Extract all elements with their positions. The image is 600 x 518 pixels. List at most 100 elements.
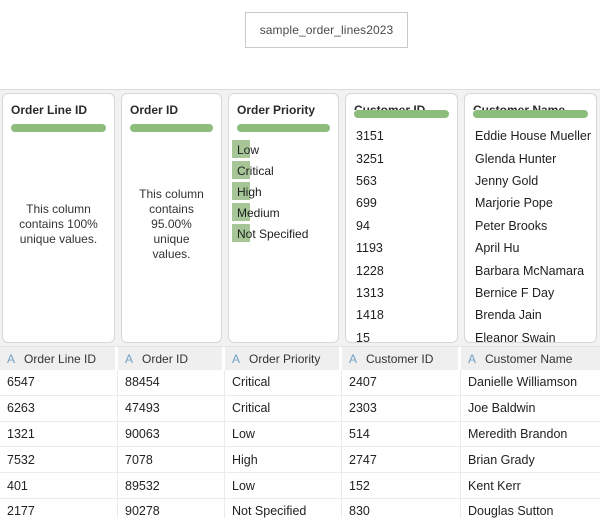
profile-value-item[interactable]: April Hu xyxy=(465,237,596,259)
profile-value-item[interactable]: Barbara McNamara xyxy=(465,259,596,281)
profile-value-label: Barbara McNamara xyxy=(475,263,585,278)
profile-value-item[interactable]: High xyxy=(229,181,338,202)
table-cell[interactable]: 90063 xyxy=(118,421,225,447)
profile-value-label: April Hu xyxy=(475,241,520,256)
table-cell[interactable]: 2303 xyxy=(342,395,461,421)
table-cell[interactable]: Not Specified xyxy=(225,498,342,518)
profile-value-item[interactable]: 1193 xyxy=(346,237,457,259)
table-row: 6263 47493 Critical 2303 Joe Baldwin xyxy=(0,395,600,422)
table-cell[interactable]: 1321 xyxy=(0,421,118,447)
table-cell[interactable]: 7532 xyxy=(0,447,118,473)
grid-column-header-customer-id[interactable]: A Customer ID xyxy=(342,347,461,370)
table-cell[interactable]: Joe Baldwin xyxy=(468,401,536,416)
table-cell[interactable]: Danielle Williamson xyxy=(468,375,578,390)
profile-value-item[interactable]: Not Specified xyxy=(229,223,338,244)
table-cell[interactable]: Douglas Sutton xyxy=(468,504,554,518)
table-cell[interactable]: 401 xyxy=(0,473,118,498)
profile-value-item[interactable]: Bernice F Day xyxy=(465,282,596,304)
table-row: 2177 90278 Not Specified 830 Douglas Sutton xyxy=(0,498,600,518)
profile-card-order-id[interactable]: Order ID This column contains 95.00% uniq… xyxy=(121,93,222,343)
profile-value-item[interactable]: Glenda Hunter xyxy=(465,147,596,169)
profile-card-order-priority[interactable]: Order Priority Low Critical High Medium Not S… xyxy=(228,93,339,343)
profile-value-item[interactable]: Peter Brooks xyxy=(465,215,596,237)
profile-value-item[interactable]: 3251 xyxy=(346,147,457,169)
table-cell[interactable]: 2747 xyxy=(342,447,461,473)
profile-value-label: 94 xyxy=(356,218,370,233)
profile-value-label: Medium xyxy=(237,205,280,220)
string-type-icon: A xyxy=(7,351,16,366)
distribution-summary-bar xyxy=(11,124,106,132)
profile-pane: Order Line ID This column contains 100% u… xyxy=(0,89,600,346)
profile-value-list: Low Critical High Medium Not Specified xyxy=(229,139,338,244)
profile-card-customer-id[interactable]: Customer ID 3151 3251 563 699 94 1193 1228 1313 1… xyxy=(345,93,458,343)
profile-value-label: Eleanor Swain xyxy=(475,330,556,343)
table-cell[interactable]: Low xyxy=(225,421,342,447)
distribution-summary-bar xyxy=(354,110,449,118)
table-cell[interactable]: 830 xyxy=(342,498,461,518)
flow-area: sample_order_lines2023 xyxy=(0,0,600,89)
dataset-node[interactable]: sample_order_lines2023 xyxy=(245,12,408,48)
profile-value-item[interactable]: Eleanor Swain xyxy=(465,327,596,343)
table-cell[interactable]: Critical xyxy=(225,370,342,395)
table-cell[interactable]: Brian Grady xyxy=(468,452,535,467)
table-cell[interactable]: 2177 xyxy=(0,498,118,518)
table-cell[interactable]: 514 xyxy=(342,421,461,447)
table-cell[interactable]: 88454 xyxy=(118,370,225,395)
profile-card-customer-name[interactable]: Customer Name Eddie House Mueller Glenda H… xyxy=(464,93,597,343)
table-cell[interactable]: Critical xyxy=(225,395,342,421)
profile-value-item[interactable]: 563 xyxy=(346,170,457,192)
profile-card-order-line-id[interactable]: Order Line ID This column contains 100% u… xyxy=(2,93,115,343)
distribution-summary-bar xyxy=(237,124,330,132)
profile-card-title: Customer ID xyxy=(354,103,426,110)
profile-value-item[interactable]: Critical xyxy=(229,160,338,181)
table-cell[interactable]: Low xyxy=(225,473,342,498)
profile-value-item[interactable]: Low xyxy=(229,139,338,160)
profile-value-label: Glenda Hunter xyxy=(475,151,557,166)
table-cell[interactable]: Meredith Brandon xyxy=(468,426,568,441)
table-cell[interactable]: 89532 xyxy=(118,473,225,498)
grid-column-header-order-priority[interactable]: A Order Priority xyxy=(225,347,342,370)
table-row: 401 89532 Low 152 Kent Kerr xyxy=(0,473,600,499)
table-cell[interactable]: 7078 xyxy=(118,447,225,473)
profile-value-item[interactable]: 1228 xyxy=(346,259,457,281)
profile-value-item[interactable]: 1313 xyxy=(346,282,457,304)
table-cell[interactable]: High xyxy=(225,447,342,473)
table-cell[interactable]: 6263 xyxy=(0,395,118,421)
grid-column-label: Customer Name xyxy=(485,351,573,366)
table-cell[interactable]: 2407 xyxy=(342,370,461,395)
profile-value-label: Brenda Jain xyxy=(475,308,542,323)
profile-value-item[interactable]: Jenny Gold xyxy=(465,170,596,192)
profile-value-label: 1418 xyxy=(356,308,384,323)
profile-value-item[interactable]: Eddie House Mueller xyxy=(465,125,596,147)
table-cell[interactable]: 6547 xyxy=(0,370,118,395)
table-cell[interactable]: Kent Kerr xyxy=(468,478,521,493)
grid-column-label: Order Line ID xyxy=(24,351,97,366)
grid-column-header-order-id[interactable]: A Order ID xyxy=(118,347,225,370)
dataset-node-label: sample_order_lines2023 xyxy=(259,23,394,37)
profile-value-item[interactable]: 94 xyxy=(346,215,457,237)
profile-value-item[interactable]: 1418 xyxy=(346,304,457,326)
profile-value-label: Low xyxy=(237,142,260,157)
profile-value-item[interactable]: Medium xyxy=(229,202,338,223)
grid-column-label: Customer ID xyxy=(366,351,434,366)
grid-column-header-customer-name[interactable]: A Customer Name xyxy=(461,347,600,370)
profile-value-item[interactable]: Brenda Jain xyxy=(465,304,596,326)
grid-column-header-order-line-id[interactable]: A Order Line ID xyxy=(0,347,118,370)
table-cell[interactable]: 152 xyxy=(342,473,461,498)
profile-value-label: Peter Brooks xyxy=(475,218,548,233)
profile-value-item[interactable]: 3151 xyxy=(346,125,457,147)
string-type-icon: A xyxy=(468,351,477,366)
profile-value-item[interactable]: 15 xyxy=(346,327,457,342)
string-type-icon: A xyxy=(125,351,134,366)
grid-column-label: Order ID xyxy=(142,351,189,366)
table-cell[interactable]: 90278 xyxy=(118,498,225,518)
profile-value-item[interactable]: Marjorie Pope xyxy=(465,192,596,214)
grid-header-row: A Order Line ID A Order ID A Order Priority A C… xyxy=(0,346,600,370)
profile-value-label: 3251 xyxy=(356,151,384,166)
profile-value-item[interactable]: 699 xyxy=(346,192,457,214)
table-cell[interactable]: 47493 xyxy=(118,395,225,421)
profile-value-label: Bernice F Day xyxy=(475,285,555,300)
profile-value-label: Eddie House Mueller xyxy=(475,129,592,144)
profile-value-label: 1228 xyxy=(356,263,384,278)
value-distribution-bar xyxy=(232,140,250,158)
